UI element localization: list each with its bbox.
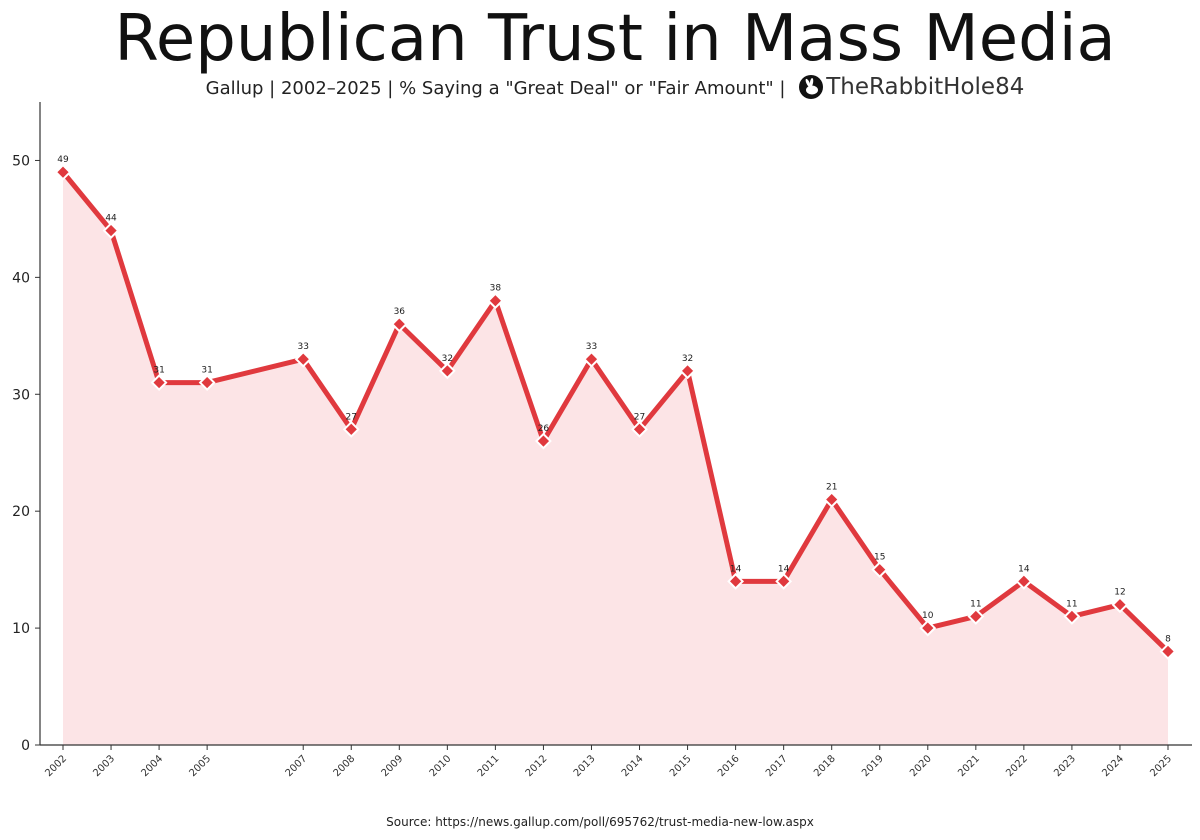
data-point-marker	[198, 374, 216, 391]
data-label: 21	[826, 482, 837, 492]
data-point-marker	[535, 432, 552, 450]
data-point-marker	[294, 350, 312, 368]
x-tick-label: 2021	[956, 753, 982, 779]
x-tick-label: 2017	[764, 753, 790, 779]
data-label: 11	[1066, 599, 1077, 609]
data-point-marker	[727, 572, 745, 590]
data-label: 8	[1165, 634, 1171, 644]
rabbit-logo-icon	[799, 75, 824, 99]
data-label: 14	[778, 564, 790, 574]
data-label: 26	[538, 424, 550, 434]
data-point-marker	[342, 420, 360, 438]
data-label: 38	[490, 284, 502, 294]
data-point-marker	[679, 362, 696, 380]
data-label: 36	[394, 307, 406, 317]
data-point-marker	[438, 362, 456, 380]
y-tick-label: 0	[21, 738, 30, 754]
data-point-marker	[775, 572, 793, 590]
data-point-marker	[1015, 572, 1033, 590]
plot-area: 0 10 20 30 40 50 2002 2003 2004 2005 2007 2008 2009 2…	[12, 102, 1192, 779]
data-point-marker	[1159, 643, 1177, 660]
data-point-marker	[967, 607, 985, 625]
data-point-marker	[102, 222, 120, 240]
x-tick-label: 2011	[476, 753, 502, 779]
x-tick-label: 2005	[187, 753, 213, 779]
x-tick-label: 2025	[1148, 753, 1174, 779]
series-area-fill	[63, 172, 1168, 746]
data-label: 10	[922, 611, 934, 621]
data-point-marker	[583, 350, 600, 368]
x-tick-label: 2008	[332, 753, 358, 779]
data-label: 49	[57, 155, 69, 165]
x-tick-label: 2002	[43, 753, 69, 779]
data-point-marker	[823, 491, 841, 508]
x-tick-label: 2010	[428, 753, 454, 779]
data-label: 32	[442, 354, 453, 364]
data-label: 31	[153, 366, 164, 376]
data-point-marker	[486, 292, 504, 310]
data-point-marker	[919, 619, 937, 637]
data-label: 31	[201, 366, 212, 376]
x-tick-label: 2014	[620, 753, 646, 779]
data-label: 15	[874, 553, 885, 563]
x-tick-label: 2018	[812, 753, 838, 779]
data-label: 27	[634, 412, 645, 422]
x-tick-label: 2022	[1004, 753, 1030, 779]
data-point-marker	[1063, 607, 1081, 625]
x-tick-label: 2024	[1100, 753, 1126, 779]
data-label: 44	[105, 214, 117, 224]
y-tick-label: 20	[12, 504, 30, 520]
x-tick-label: 2003	[91, 753, 117, 779]
data-label: 27	[346, 412, 357, 422]
x-tick-label: 2023	[1052, 753, 1078, 779]
x-tick-label: 2015	[668, 753, 694, 779]
y-tick-label: 40	[12, 270, 30, 286]
x-tick-label: 2009	[380, 753, 406, 779]
data-label: 14	[730, 564, 742, 574]
subtitle-row: Gallup | 2002–2025 | % Saying a "Great D…	[0, 74, 1200, 100]
x-tick-label: 2016	[716, 753, 742, 779]
chart-canvas: 0 10 20 30 40 50 2002 2003 2004 2005 2007 2008 2009 2…	[12, 102, 1192, 779]
x-tick-label: 2012	[524, 753, 550, 779]
data-label: 12	[1114, 588, 1125, 598]
y-tick-label: 50	[12, 153, 30, 169]
data-label: 32	[682, 354, 693, 364]
data-point-marker	[150, 374, 168, 391]
x-tick-label: 2019	[860, 753, 886, 779]
data-point-marker	[871, 561, 889, 579]
x-tick-label: 2007	[284, 753, 310, 779]
y-tick-label: 10	[12, 621, 30, 637]
data-label: 14	[1018, 564, 1030, 574]
y-tick-label: 30	[12, 387, 30, 403]
data-label: 11	[970, 599, 981, 609]
x-tick-label: 2004	[139, 753, 165, 779]
source-note: Source: https://news.gallup.com/poll/695…	[386, 815, 814, 829]
data-label: 33	[297, 342, 308, 352]
data-point-marker	[1111, 596, 1129, 614]
chart-title: Republican Trust in Mass Media	[114, 2, 1116, 76]
x-tick-label: 2020	[908, 753, 934, 779]
data-point-marker	[631, 420, 648, 438]
data-label: 33	[586, 342, 597, 352]
data-point-marker	[54, 163, 72, 181]
chart-subtitle: Gallup | 2002–2025 | % Saying a "Great D…	[205, 78, 786, 99]
data-point-marker	[390, 315, 408, 333]
x-tick-label: 2013	[572, 753, 598, 779]
author-handle: TheRabbitHole84	[826, 74, 1025, 100]
